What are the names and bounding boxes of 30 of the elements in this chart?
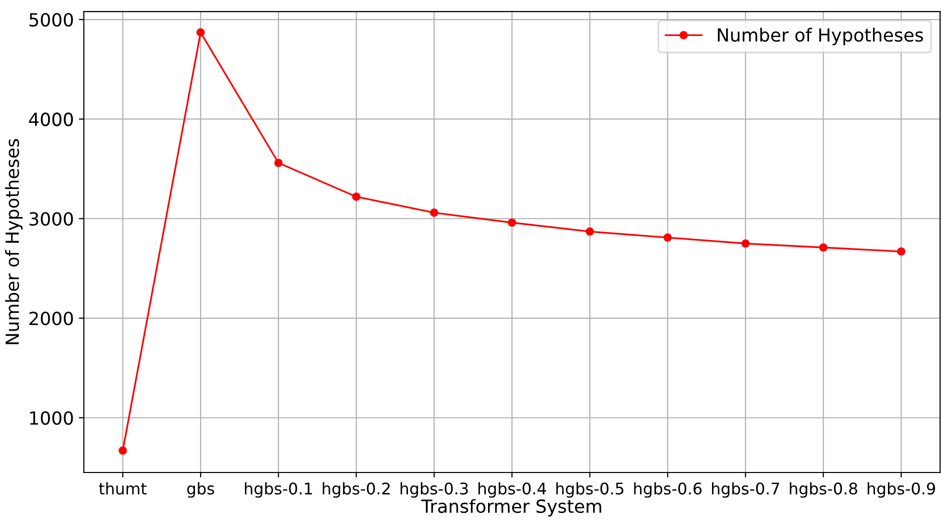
- x-tick-label: hgbs-0.5: [556, 482, 624, 498]
- y-tick-label: 3000: [30, 212, 73, 226]
- x-axis-title: Transformer System: [421, 499, 602, 517]
- y-axis-title: Number of Hypotheses: [5, 139, 23, 344]
- x-tick-label: gbs: [187, 482, 214, 498]
- point: [741, 239, 750, 248]
- y-tick-label: 2000: [29, 312, 73, 326]
- legend-label: Number of Hypotheses: [718, 28, 923, 46]
- x-tick-label: hgbs-0.6: [634, 482, 702, 498]
- point: [352, 192, 360, 201]
- point: [819, 243, 828, 252]
- point: [586, 227, 594, 236]
- x-tick-label: thumt: [99, 482, 147, 495]
- x-tick-label: hgbs-0.8: [790, 482, 858, 498]
- y-tick-label: 4000: [29, 112, 73, 126]
- point: [118, 446, 127, 455]
- x-tick-label: hgbs-0.1: [244, 482, 312, 498]
- point: [663, 233, 672, 242]
- y-tick-label: 5000: [30, 12, 73, 27]
- x-tick-label: hgbs-0.9: [868, 482, 936, 498]
- x-tick-label: hgbs-0.4: [478, 482, 546, 498]
- x-tick-label: hgbs-0.7: [712, 482, 780, 498]
- y-tick-label: 1000: [30, 411, 73, 425]
- point: [196, 28, 205, 37]
- x-tick-label: hgbs-0.2: [322, 482, 390, 498]
- point: [274, 158, 283, 168]
- point: [430, 208, 438, 217]
- point: [508, 218, 516, 227]
- x-tick-label: hgbs-0.3: [400, 482, 468, 498]
- point: [897, 247, 906, 256]
